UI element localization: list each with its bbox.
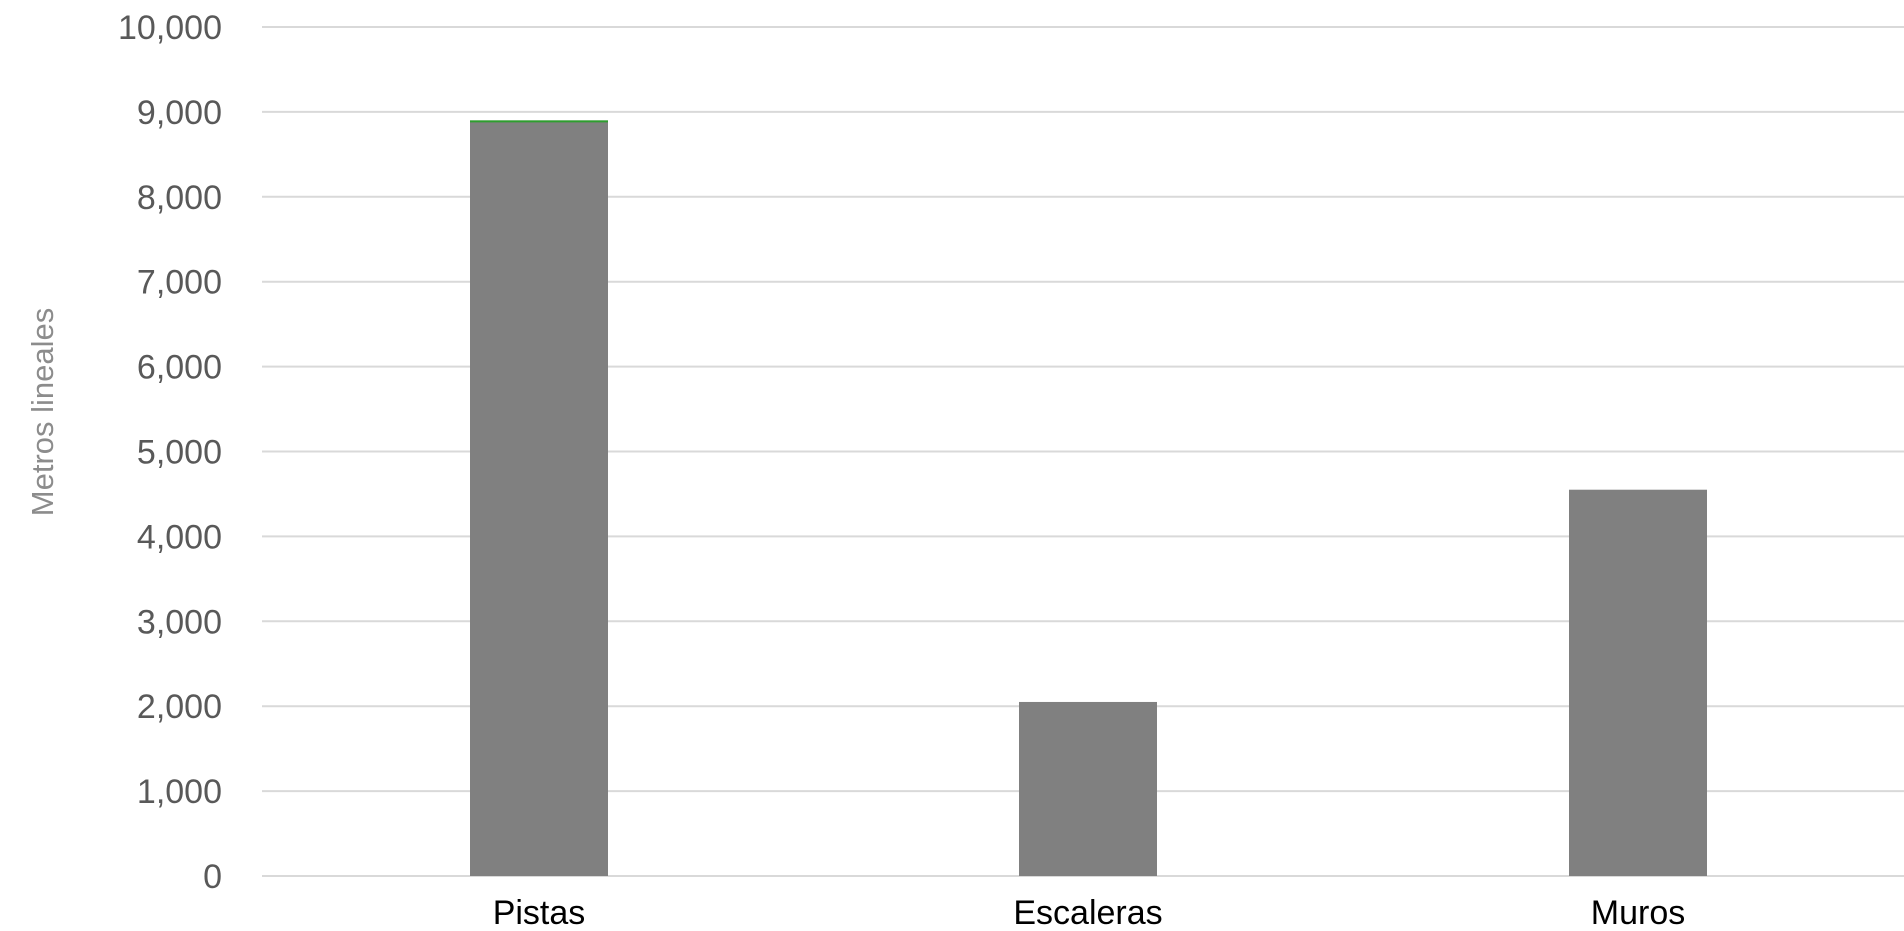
y-tick-label: 2,000 xyxy=(137,688,222,726)
bar-pistas xyxy=(470,120,608,876)
y-tick-label: 1,000 xyxy=(137,773,222,811)
y-tick-label: 9,000 xyxy=(137,94,222,132)
y-tick-label: 5,000 xyxy=(137,434,222,472)
y-tick-label: 3,000 xyxy=(137,603,222,641)
x-tick-label: Muros xyxy=(1591,894,1685,931)
y-tick-label: 8,000 xyxy=(137,179,222,217)
y-tick-label: 4,000 xyxy=(137,518,222,556)
bar-escaleras xyxy=(1019,701,1157,876)
y-tick-label: 7,000 xyxy=(137,264,222,302)
x-axis-ticks: Pistas Escaleras Muros xyxy=(493,894,1686,931)
x-tick-label: Pistas xyxy=(493,894,586,931)
y-axis-title: Metros lineales xyxy=(25,308,60,516)
y-tick-label: 6,000 xyxy=(137,349,222,387)
y-axis-ticks: 0 1,000 2,000 3,000 4,000 5,000 6,000 7,000 8,00… xyxy=(118,9,222,896)
bar-muros xyxy=(1569,489,1707,876)
y-tick-label: 0 xyxy=(203,858,222,896)
bars xyxy=(470,120,1707,876)
x-tick-label: Escaleras xyxy=(1013,894,1162,931)
y-tick-label: 10,000 xyxy=(118,9,222,47)
